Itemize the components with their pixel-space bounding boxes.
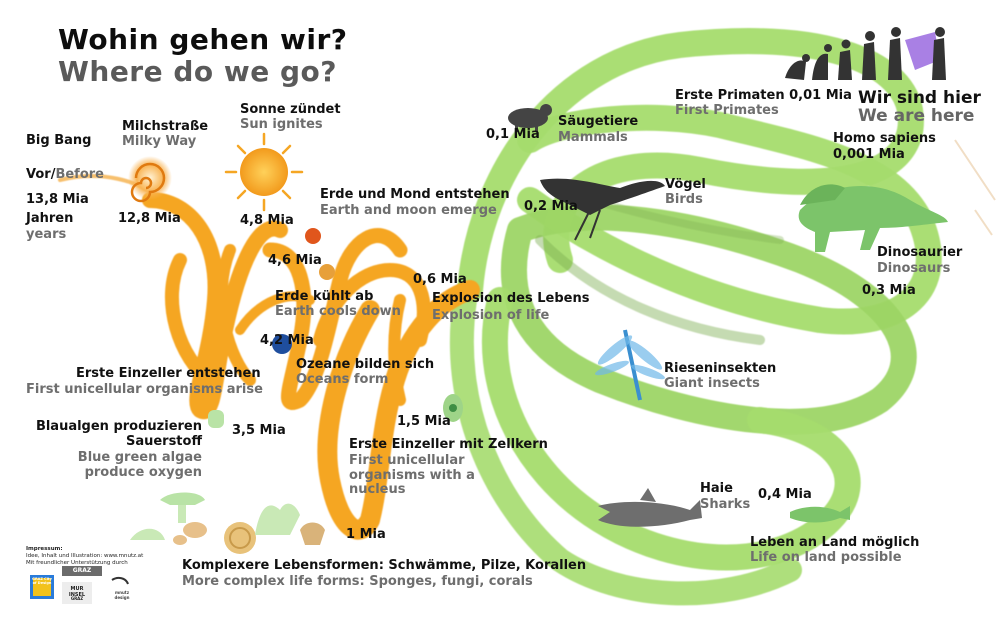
milky-way-time: 12,8 Mia bbox=[118, 211, 181, 226]
milky-way-de: Milchstraße bbox=[122, 119, 209, 134]
sapiens-de: Homo sapiens bbox=[833, 131, 936, 146]
murinsel-sub: GRAZ bbox=[70, 596, 84, 601]
earth-moon-time: 4,8 Mia bbox=[240, 213, 294, 228]
first-unicellular-de: Erste Einzeller entstehen bbox=[76, 366, 261, 381]
algae-cell bbox=[208, 410, 224, 428]
sapiens-time: 0,001 Mia bbox=[833, 147, 905, 162]
green-spiral bbox=[449, 28, 942, 606]
dinos-de: Dinosaurier bbox=[877, 245, 963, 260]
imprint: Impressum: Idee, Inhalt und Illustration… bbox=[26, 546, 144, 566]
algae-en: Blue green algae produce oxygen bbox=[77, 450, 202, 480]
algae-de: Blaualgen produzieren Sauerstoff bbox=[35, 419, 202, 449]
dinos-time: 0,3 Mia bbox=[862, 283, 916, 298]
dragonfly-silhouette bbox=[595, 329, 665, 401]
cooling-earth-planet bbox=[319, 264, 335, 280]
years-de: Jahren bbox=[26, 211, 74, 226]
murinsel-logo: MUR INSEL bbox=[68, 586, 86, 598]
complex-de: Komplexere Lebensformen: Schwämme, Pilze… bbox=[182, 558, 587, 573]
decorative-strokes bbox=[954, 139, 996, 236]
primates-en: First Primates bbox=[675, 103, 779, 118]
earth-cools-de: Erde kühlt ab bbox=[275, 289, 374, 304]
graz-logo: GRAZ bbox=[72, 567, 92, 574]
complex-time: 1 Mia bbox=[346, 527, 386, 542]
we-are-here-en: We are here bbox=[858, 106, 975, 126]
algae-time: 3,5 Mia bbox=[232, 423, 286, 438]
birds-de: Vögel bbox=[665, 177, 706, 192]
mammals-en: Mammals bbox=[558, 130, 628, 145]
insects-de: Rieseninsekten bbox=[664, 361, 777, 376]
complex-en: More complex life forms: Sponges, fungi,… bbox=[182, 574, 533, 589]
explosion-de: Explosion des Lebens bbox=[432, 291, 590, 306]
earth-moon-planet bbox=[305, 228, 321, 244]
nucleus-time: 1,5 Mia bbox=[397, 414, 451, 429]
sponges-fungi-corals bbox=[130, 492, 325, 554]
human-evolution-icon bbox=[785, 27, 946, 80]
milky-way-en: Milky Way bbox=[122, 134, 197, 149]
sun-en: Sun ignites bbox=[240, 117, 323, 132]
sharks-time: 0,4 Mia bbox=[758, 487, 812, 502]
primates-heading: Erste Primaten 0,01 Mia bbox=[675, 88, 852, 103]
birds-time: 0,2 Mia bbox=[524, 199, 578, 214]
sharks-en: Sharks bbox=[700, 497, 751, 512]
dinos-en: Dinosaurs bbox=[877, 261, 951, 276]
earth-cools-time: 4,6 Mia bbox=[268, 253, 322, 268]
before-label: Vor/Before bbox=[26, 167, 104, 182]
ocean-planet bbox=[272, 334, 292, 354]
logos bbox=[30, 566, 129, 604]
earth-cools-en: Earth cools down bbox=[275, 304, 401, 319]
big-bang-label: Big Bang bbox=[26, 133, 92, 148]
mammals-de: Säugetiere bbox=[558, 114, 639, 129]
milky-way-galaxy bbox=[128, 156, 172, 203]
years-en: years bbox=[26, 227, 67, 242]
earth-moon-de: Erde und Mond entstehen bbox=[320, 187, 510, 202]
city-of-design-logo: GRAZ City of Design bbox=[32, 577, 52, 585]
explosion-en: Explosion of life bbox=[432, 308, 550, 323]
earth-moon-en: Earth and moon emerge bbox=[320, 203, 497, 218]
oceans-de: Ozeane bilden sich bbox=[296, 357, 435, 372]
dinosaur-silhouette bbox=[798, 184, 948, 252]
orange-spiral bbox=[58, 174, 480, 540]
fish-land-silhouette bbox=[790, 506, 850, 523]
nucleus-en: First unicellular organisms with a nucle… bbox=[349, 453, 475, 498]
oceans-time: 4,2 Mia bbox=[260, 333, 314, 348]
explosion-time: 0,6 Mia bbox=[413, 272, 467, 287]
sun-icon bbox=[224, 132, 304, 212]
mammal-silhouette bbox=[508, 104, 552, 132]
nucleus-de: Erste Einzeller mit Zellkern bbox=[349, 437, 548, 452]
sharks-de: Haie bbox=[700, 481, 733, 496]
we-are-here-de: Wir sind hier bbox=[858, 88, 981, 108]
birds-en: Birds bbox=[665, 192, 703, 207]
land-en: Life on land possible bbox=[750, 550, 902, 565]
title-english: Where do we go? bbox=[58, 55, 338, 88]
land-de: Leben an Land möglich bbox=[750, 535, 920, 550]
bird-dinosaur-silhouette bbox=[540, 178, 665, 241]
mnutz-logo: mnutz design bbox=[114, 590, 130, 600]
oceans-en: Oceans form bbox=[296, 372, 389, 387]
mammals-time: 0,1 Mia bbox=[486, 127, 540, 142]
first-unicellular-en: First unicellular organisms arise bbox=[26, 382, 263, 397]
sun-de: Sonne zündet bbox=[240, 102, 341, 117]
title-german: Wohin gehen wir? bbox=[58, 23, 348, 56]
shark-silhouette bbox=[598, 488, 702, 527]
before-number: 13,8 Mia bbox=[26, 192, 89, 207]
insects-en: Giant insects bbox=[664, 376, 760, 391]
